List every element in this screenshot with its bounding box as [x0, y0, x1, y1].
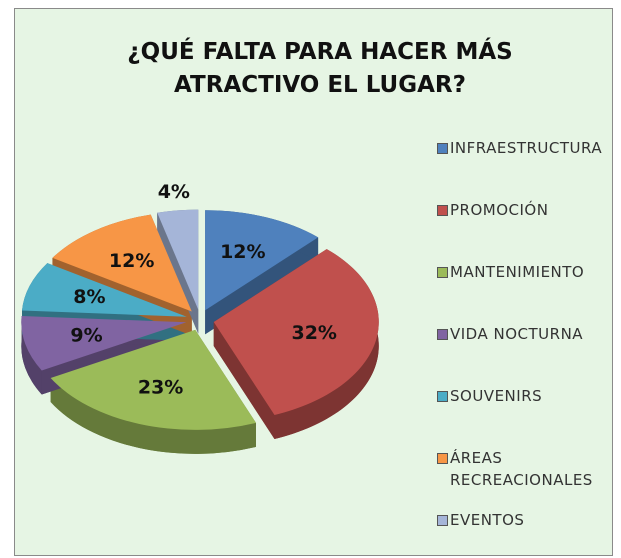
legend-label: EVENTOS	[450, 511, 525, 529]
data-label: 32%	[291, 322, 336, 344]
legend-label: SOUVENIRS	[450, 387, 543, 405]
slice	[21, 316, 187, 371]
legend-swatch	[437, 453, 448, 464]
slice	[157, 209, 199, 310]
legend-item: EVENTOS	[437, 509, 617, 531]
legend-item: VIDA NOCTURNA	[437, 323, 617, 345]
data-label: 9%	[70, 324, 102, 346]
legend-label: INFRAESTRUCTURA	[450, 139, 603, 157]
slice-side	[274, 249, 379, 439]
data-label: 4%	[158, 181, 190, 203]
slice	[52, 214, 192, 312]
legend-swatch	[437, 515, 448, 526]
legend-item: MANTENIMIENTO	[437, 261, 617, 283]
slice-side	[21, 316, 42, 395]
data-label: 12%	[109, 250, 154, 272]
slice	[205, 210, 319, 311]
slice	[213, 249, 379, 415]
data-label: 8%	[73, 286, 105, 308]
legend-label: ÁREAS RECREACIONALES	[450, 449, 593, 489]
data-label: 12%	[220, 241, 265, 263]
slice-side	[50, 378, 256, 454]
legend-item: INFRAESTRUCTURA	[437, 137, 617, 159]
legend-swatch	[437, 329, 448, 340]
legend-swatch	[437, 391, 448, 402]
legend-item: ÁREAS RECREACIONALES	[437, 447, 617, 491]
legend-label: VIDA NOCTURNA	[450, 325, 584, 343]
legend-swatch	[437, 143, 448, 154]
slice-side	[213, 321, 275, 439]
legend-swatch	[437, 267, 448, 278]
data-label: 23%	[138, 377, 183, 399]
slice	[22, 263, 187, 317]
slice	[50, 329, 256, 430]
chart-title: ¿QUÉ FALTA PARA HACER MÁS ATRACTIVO EL L…	[127, 39, 513, 98]
legend-item: PROMOCIÓN	[437, 199, 617, 221]
legend-swatch	[437, 205, 448, 216]
legend-item: SOUVENIRS	[437, 385, 617, 407]
legend-label: MANTENIMIENTO	[450, 263, 585, 281]
legend-label: PROMOCIÓN	[450, 201, 549, 219]
